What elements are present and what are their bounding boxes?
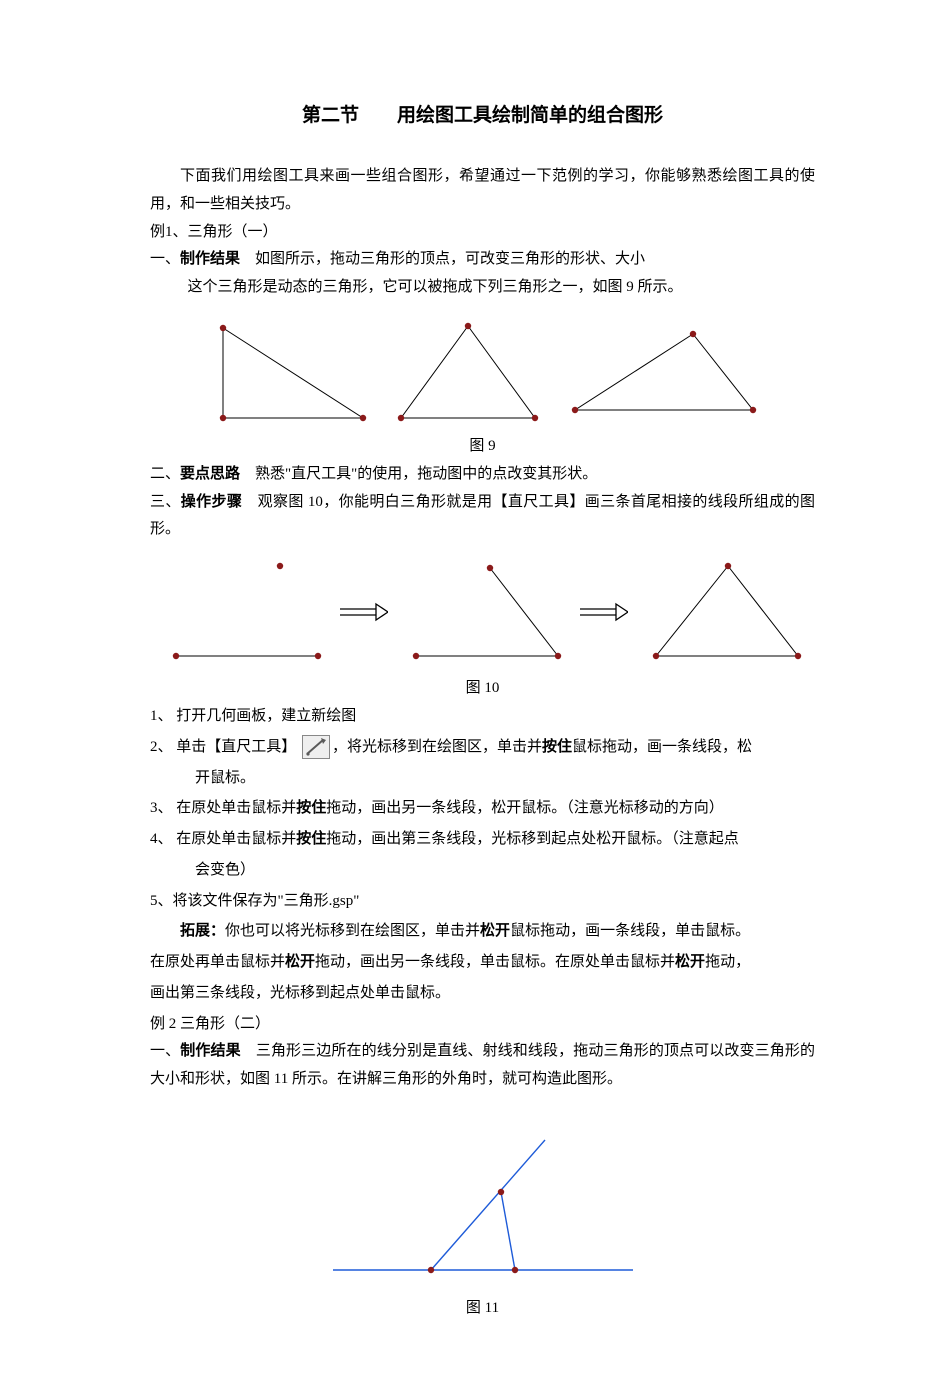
ruler-tool-icon (302, 735, 330, 759)
ex2-sec1-label: 制作结果 (180, 1043, 240, 1059)
fig9-triangle-c (563, 310, 763, 430)
section1-label: 制作结果 (180, 251, 240, 267)
step-3-textc: 拖动，画出另一条线段，松开鼠标。（注意光标移动的方向） (326, 800, 724, 816)
section1-text: 如图所示，拖动三角形的顶点，可改变三角形的形状、大小 (255, 251, 645, 267)
fig10-panel-3 (638, 552, 808, 672)
fig10-panel-1 (158, 552, 328, 672)
ex2-sec1-text: 三角形三边所在的线分别是直线、射线和线段，拖动三角形的顶点可以改变三角形的大小和… (150, 1043, 815, 1087)
step-2: 2、 单击【直尺工具】 ，将光标移到在绘图区，单击并按住鼠标拖动，画一条线段，松 (150, 734, 815, 762)
step-4-cont: 会变色） (150, 857, 815, 885)
step-3-texta: 3、 在原处单击鼠标并 (150, 800, 296, 816)
expand-c: 鼠标拖动，画一条线段，单击鼠标。 (510, 923, 750, 939)
step-3: 3、 在原处单击鼠标并按住拖动，画出另一条线段，松开鼠标。（注意光标移动的方向） (150, 795, 815, 823)
expand-h: 拖动， (705, 954, 750, 970)
expand-e: 松开 (285, 954, 315, 970)
expand-line1: 拓展：你也可以将光标移到在绘图区，单击并松开鼠标拖动，画一条线段，单击鼠标。 (150, 918, 815, 946)
expand-label: 拓展： (180, 923, 225, 939)
intro-paragraph: 下面我们用绘图工具来画一些组合图形，希望通过一下范例的学习，你能够熟悉绘图工具的… (150, 163, 815, 219)
step-2-bold: 按住 (542, 739, 572, 755)
fig11-diagram (323, 1112, 643, 1292)
ex2-section1: 一、制作结果 三角形三边所在的线分别是直线、射线和线段，拖动三角形的顶点可以改变… (150, 1038, 815, 1094)
section2-label: 要点思路 (180, 466, 240, 482)
expand-a: 你也可以将光标移到在绘图区，单击并 (225, 923, 480, 939)
fig10-panel-2 (398, 552, 568, 672)
expand-line3: 画出第三条线段，光标移到起点处单击鼠标。 (150, 980, 815, 1008)
figure-10-caption: 图 10 (150, 676, 815, 697)
expand-line2: 在原处再单击鼠标并松开拖动，画出另一条线段，单击鼠标。在原处单击鼠标并松开拖动， (150, 949, 815, 977)
section3-label: 操作步骤 (181, 494, 243, 510)
step-2-textd: 鼠标拖动，画一条线段，松 (572, 739, 752, 755)
example1-title: 例1、三角形（一） (150, 219, 815, 247)
expand-f: 拖动，画出另一条线段，单击鼠标。在原处单击鼠标并 (315, 954, 675, 970)
page-title: 第二节 用绘图工具绘制简单的组合图形 (150, 100, 815, 127)
step-2-cont: 开鼠标。 (150, 765, 815, 793)
step-4: 4、 在原处单击鼠标并按住拖动，画出第三条线段，光标移到起点处松开鼠标。（注意起… (150, 826, 815, 854)
step-3-bold: 按住 (296, 800, 326, 816)
section2-text: 熟悉"直尺工具"的使用，拖动图中的点改变其形状。 (255, 466, 597, 482)
figure-9 (150, 310, 815, 430)
step-4-bold: 按住 (296, 831, 326, 847)
ex2-sec1-num: 一、 (150, 1043, 180, 1059)
step-4-textc: 拖动，画出第三条线段，光标移到起点处松开鼠标。（注意起点 (326, 831, 739, 847)
section2: 二、要点思路 熟悉"直尺工具"的使用，拖动图中的点改变其形状。 (150, 461, 815, 489)
arrow-right-icon (578, 602, 628, 622)
section1: 一、制作结果 如图所示，拖动三角形的顶点，可改变三角形的形状、大小 (150, 246, 815, 274)
arrow-right-icon (338, 602, 388, 622)
step-5: 5、将该文件保存为"三角形.gsp" (150, 888, 815, 916)
fig9-triangle-b (383, 310, 553, 430)
expand-g: 松开 (675, 954, 705, 970)
steps-list: 1、 打开几何画板，建立新绘图 2、 单击【直尺工具】 ，将光标移到在绘图区，单… (150, 703, 815, 1008)
expand-b: 松开 (480, 923, 510, 939)
section3-text: 观察图 10，你能明白三角形就是用【直尺工具】画三条首尾相接的线段所组成的图形。 (150, 494, 815, 538)
figure-11 (150, 1112, 815, 1292)
section3: 三、操作步骤 观察图 10，你能明白三角形就是用【直尺工具】画三条首尾相接的线段… (150, 489, 815, 545)
step-2-textb: ，将光标移到在绘图区，单击并 (332, 739, 542, 755)
example2-title: 例 2 三角形（二） (150, 1011, 815, 1039)
page: 第二节 用绘图工具绘制简单的组合图形 下面我们用绘图工具来画一些组合图形，希望通… (0, 0, 945, 1383)
figure-10 (150, 552, 815, 672)
step-2-texta: 2、 单击【直尺工具】 (150, 739, 296, 755)
section1-text2: 这个三角形是动态的三角形，它可以被拖成下列三角形之一，如图 9 所示。 (150, 274, 815, 302)
figure-11-caption: 图 11 (150, 1296, 815, 1317)
expand-d: 在原处再单击鼠标并 (150, 954, 285, 970)
section2-num: 二、 (150, 466, 180, 482)
fig9-triangle-a (203, 310, 373, 430)
figure-9-caption: 图 9 (150, 434, 815, 455)
section3-num: 三、 (150, 494, 181, 510)
step-4-texta: 4、 在原处单击鼠标并 (150, 831, 296, 847)
step-1: 1、 打开几何画板，建立新绘图 (150, 703, 815, 731)
